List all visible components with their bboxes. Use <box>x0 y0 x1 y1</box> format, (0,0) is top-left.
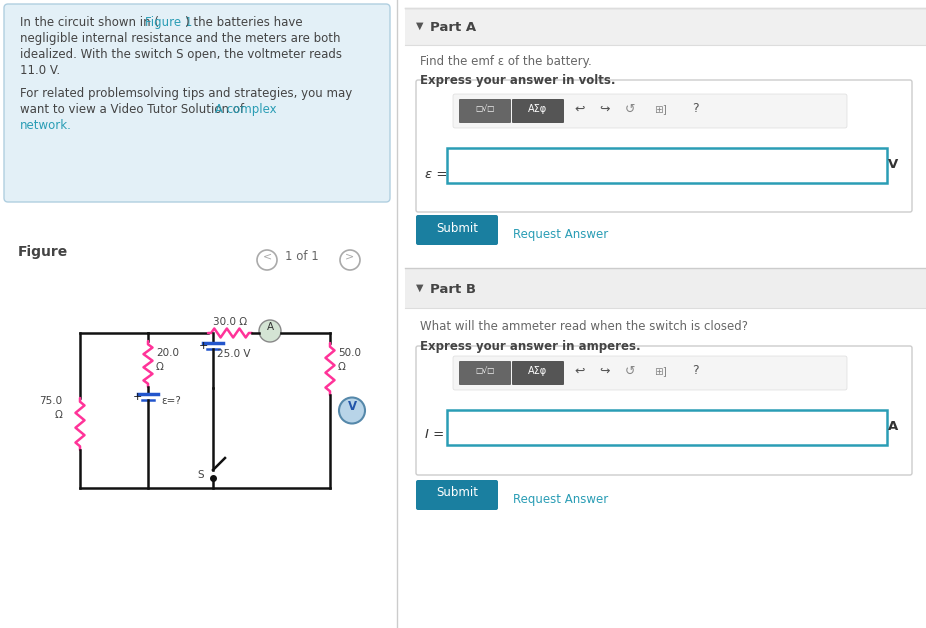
Text: ε =: ε = <box>425 168 447 181</box>
FancyBboxPatch shape <box>512 361 564 385</box>
Text: ε=?: ε=? <box>161 396 181 406</box>
Text: S: S <box>197 470 204 480</box>
Text: +: + <box>199 341 208 351</box>
FancyBboxPatch shape <box>459 361 511 385</box>
Text: AΣφ: AΣφ <box>529 104 547 114</box>
Text: AΣφ: AΣφ <box>529 366 547 376</box>
Bar <box>405 8 926 45</box>
Text: +: + <box>133 392 143 402</box>
Text: ↺: ↺ <box>625 102 635 116</box>
Text: ⊞]: ⊞] <box>654 104 667 114</box>
Text: ↪: ↪ <box>600 364 610 377</box>
Text: What will the ammeter read when the switch is closed?: What will the ammeter read when the swit… <box>420 320 748 333</box>
Text: 25.0 V: 25.0 V <box>217 349 251 359</box>
Text: ↺: ↺ <box>625 364 635 377</box>
Text: Request Answer: Request Answer <box>513 228 608 241</box>
Text: A: A <box>267 322 273 332</box>
Text: Ω: Ω <box>338 362 346 372</box>
Text: ↩: ↩ <box>575 364 585 377</box>
Circle shape <box>339 398 365 423</box>
Text: ?: ? <box>692 102 698 116</box>
Text: In the circuit shown in (: In the circuit shown in ( <box>20 16 159 29</box>
Text: Submit: Submit <box>436 222 478 234</box>
Text: Figure 1: Figure 1 <box>145 16 193 29</box>
FancyBboxPatch shape <box>459 99 511 123</box>
FancyBboxPatch shape <box>416 480 498 510</box>
Text: Ω: Ω <box>156 362 164 372</box>
Text: ?: ? <box>692 364 698 377</box>
FancyBboxPatch shape <box>447 148 887 183</box>
Text: Express your answer in amperes.: Express your answer in amperes. <box>420 340 641 353</box>
Text: ↪: ↪ <box>600 102 610 116</box>
Text: For related problemsolving tips and strategies, you may: For related problemsolving tips and stra… <box>20 87 352 100</box>
Circle shape <box>259 320 281 342</box>
Text: I =: I = <box>425 428 444 441</box>
Text: Express your answer in volts.: Express your answer in volts. <box>420 74 616 87</box>
Text: Submit: Submit <box>436 487 478 499</box>
Text: idealized. With the switch S open, the voltmeter reads: idealized. With the switch S open, the v… <box>20 48 342 61</box>
Text: A complex: A complex <box>215 103 277 116</box>
Text: Find the emf ε of the battery.: Find the emf ε of the battery. <box>420 55 592 68</box>
Text: Figure: Figure <box>18 245 69 259</box>
Text: ↩: ↩ <box>575 102 585 116</box>
FancyBboxPatch shape <box>447 410 887 445</box>
Text: want to view a Video Tutor Solution of: want to view a Video Tutor Solution of <box>20 103 248 116</box>
Text: 20.0: 20.0 <box>156 348 179 358</box>
Text: 1 of 1: 1 of 1 <box>285 249 319 263</box>
Text: Request Answer: Request Answer <box>513 493 608 506</box>
FancyBboxPatch shape <box>4 4 390 202</box>
Text: Ω: Ω <box>54 410 62 420</box>
FancyBboxPatch shape <box>512 99 564 123</box>
Text: ▼: ▼ <box>416 21 423 31</box>
FancyBboxPatch shape <box>453 94 847 128</box>
Text: □√□: □√□ <box>475 367 494 376</box>
FancyBboxPatch shape <box>453 356 847 390</box>
Text: <: < <box>262 251 271 261</box>
Text: 30.0 Ω: 30.0 Ω <box>213 317 247 327</box>
Text: A: A <box>888 421 898 433</box>
Bar <box>405 268 926 308</box>
Text: ▼: ▼ <box>416 283 423 293</box>
Text: negligible internal resistance and the meters are both: negligible internal resistance and the m… <box>20 32 341 45</box>
Text: network.: network. <box>20 119 72 132</box>
FancyBboxPatch shape <box>416 215 498 245</box>
FancyBboxPatch shape <box>416 80 912 212</box>
Text: Part A: Part A <box>430 21 476 34</box>
Text: □√□: □√□ <box>475 104 494 114</box>
Text: ⊞]: ⊞] <box>654 366 667 376</box>
Bar <box>405 45 926 268</box>
Bar <box>405 308 926 548</box>
Text: ) the batteries have: ) the batteries have <box>185 16 303 29</box>
Text: 50.0: 50.0 <box>338 348 361 358</box>
Text: >: > <box>345 251 355 261</box>
Text: 11.0 V.: 11.0 V. <box>20 64 60 77</box>
FancyBboxPatch shape <box>416 346 912 475</box>
Text: 75.0: 75.0 <box>39 396 62 406</box>
Text: V: V <box>347 400 357 413</box>
Text: Part B: Part B <box>430 283 476 296</box>
Text: V: V <box>888 158 898 171</box>
